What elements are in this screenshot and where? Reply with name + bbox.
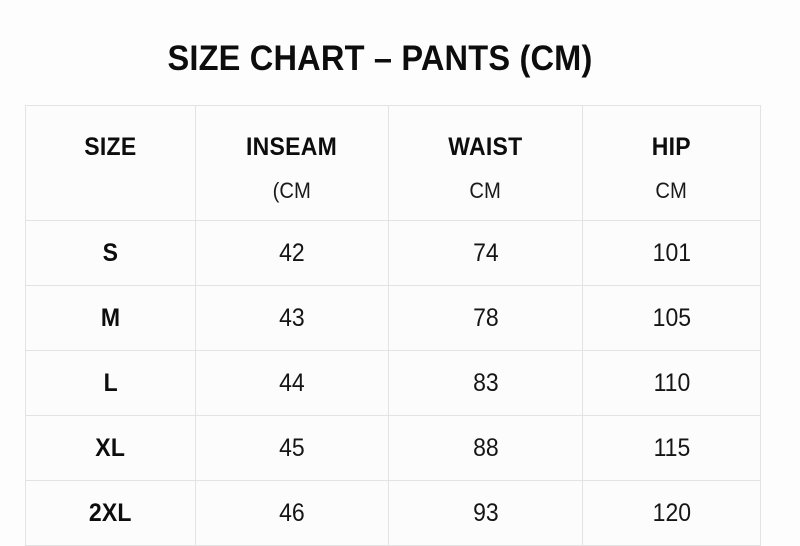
cell-waist-value: 78	[472, 303, 499, 332]
cell-hip-value: 101	[652, 238, 691, 267]
cell-inseam: 43	[195, 285, 389, 351]
column-header-hip-label: HIP	[651, 133, 692, 161]
cell-inseam-value: 45	[279, 433, 305, 462]
cell-hip-value: 120	[652, 498, 691, 527]
cell-waist: 74	[388, 220, 583, 286]
cell-size-value: XL	[95, 433, 126, 462]
cell-size: L	[25, 350, 196, 416]
cell-waist-value: 83	[472, 368, 499, 397]
column-header-inseam-unit: (CM	[272, 178, 312, 203]
column-header-hip: HIP CM	[582, 105, 761, 221]
cell-size: 2XL	[25, 480, 196, 546]
cell-waist: 78	[388, 285, 583, 351]
cell-waist-value: 93	[472, 498, 499, 527]
cell-waist-value: 74	[472, 238, 499, 267]
cell-size-value: S	[102, 238, 119, 267]
cell-hip: 105	[582, 285, 761, 351]
table-row: 2XL 46 93 120	[25, 480, 761, 546]
cell-hip-value: 105	[652, 303, 691, 332]
table-row: XL 45 88 115	[25, 415, 761, 481]
cell-waist: 93	[388, 480, 583, 546]
cell-hip-value: 115	[653, 433, 690, 462]
table-row: M 43 78 105	[25, 285, 761, 351]
cell-waist-value: 88	[472, 433, 499, 462]
table-row: L 44 83 110	[25, 350, 761, 416]
cell-inseam-value: 42	[279, 238, 305, 267]
cell-size: XL	[25, 415, 196, 481]
cell-size: M	[25, 285, 196, 351]
column-header-waist-label: WAIST	[448, 133, 523, 161]
cell-hip: 120	[582, 480, 761, 546]
cell-inseam: 46	[195, 480, 389, 546]
cell-waist: 83	[388, 350, 583, 416]
page-title: SIZE CHART – PANTS (CM)	[167, 39, 593, 78]
cell-inseam-value: 46	[279, 498, 305, 527]
size-chart-table: SIZE INSEAM (CM WAIST CM	[25, 105, 761, 546]
size-chart-page: SIZE CHART – PANTS (CM) SIZE INSEAM	[25, 39, 761, 546]
cell-size: S	[25, 220, 196, 286]
cell-hip: 110	[582, 350, 761, 416]
column-header-waist-unit: CM	[469, 178, 502, 203]
column-header-size-label: SIZE	[84, 133, 137, 161]
cell-waist: 88	[388, 415, 583, 481]
cell-size-value: M	[100, 303, 121, 332]
cell-inseam-value: 43	[279, 303, 305, 332]
cell-size-value: 2XL	[89, 498, 132, 527]
column-header-inseam: INSEAM (CM	[195, 105, 389, 221]
cell-inseam-value: 44	[279, 368, 305, 397]
cell-inseam: 42	[195, 220, 389, 286]
cell-hip-value: 110	[653, 368, 690, 397]
column-header-inseam-label: INSEAM	[246, 133, 338, 161]
column-header-size: SIZE	[25, 105, 196, 221]
cell-hip: 101	[582, 220, 761, 286]
column-header-waist: WAIST CM	[388, 105, 583, 221]
column-header-hip-unit: CM	[655, 178, 688, 203]
cell-inseam: 45	[195, 415, 389, 481]
table-header-row: SIZE INSEAM (CM WAIST CM	[25, 105, 761, 221]
cell-inseam: 44	[195, 350, 389, 416]
table-row: S 42 74 101	[25, 220, 761, 286]
cell-hip: 115	[582, 415, 761, 481]
cell-size-value: L	[103, 368, 118, 397]
